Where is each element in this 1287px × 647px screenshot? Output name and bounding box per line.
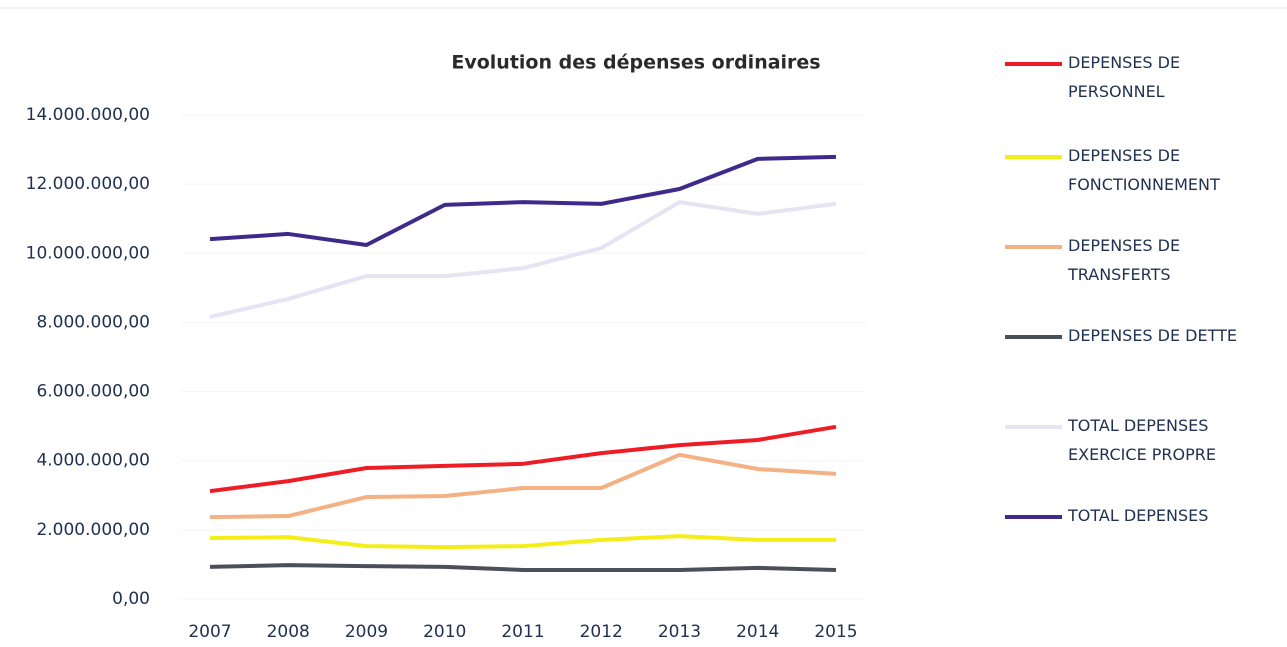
legend-label: TOTAL DEPENSES [1068, 506, 1209, 525]
legend-swatch [1005, 245, 1062, 249]
legend-label: DEPENSES DE DETTE [1068, 326, 1237, 345]
legend-swatch [1005, 62, 1062, 66]
series-line [209, 534, 836, 550]
x-tick-label: 2008 [267, 622, 310, 642]
legend-label: DEPENSES DE PERSONNEL [1068, 53, 1181, 101]
legend-swatch [1005, 515, 1062, 519]
legend-label: TOTAL DEPENSES EXERCICE PROPRE [1068, 416, 1216, 464]
x-tick-label: 2015 [814, 622, 857, 642]
x-tick-label: 2012 [580, 622, 623, 642]
y-tick-label: 10.000.000,00 [26, 243, 150, 263]
legend-item: DEPENSES DE PERSONNEL [1005, 52, 1275, 106]
x-tick-label: 2007 [188, 622, 231, 642]
x-tick-label: 2009 [345, 622, 388, 642]
series-line [209, 200, 837, 319]
x-tick-label: 2011 [501, 622, 544, 642]
legend-item: DEPENSES DE DETTE [1005, 325, 1275, 350]
x-tick-label: 2013 [658, 622, 701, 642]
series-line [209, 154, 837, 247]
series-line [209, 424, 837, 494]
y-tick-label: 14.000.000,00 [26, 105, 150, 125]
legend-label: DEPENSES DE TRANSFERTS [1068, 236, 1181, 284]
y-tick-label: 2.000.000,00 [36, 520, 150, 540]
legend-swatch [1005, 155, 1062, 159]
series-line [209, 563, 837, 572]
chart-title: Evolution des dépenses ordinaires [451, 52, 820, 74]
legend-item: DEPENSES DE FONCTIONNEMENT [1005, 145, 1275, 199]
legend-swatch [1005, 425, 1062, 429]
y-tick-label: 0,00 [112, 589, 150, 609]
legend-item: DEPENSES DE TRANSFERTS [1005, 235, 1275, 289]
y-tick-label: 6.000.000,00 [36, 382, 150, 402]
y-tick-label: 8.000.000,00 [36, 312, 150, 332]
legend-swatch [1005, 335, 1062, 339]
legend-item: TOTAL DEPENSES [1005, 505, 1275, 530]
legend-item: TOTAL DEPENSES EXERCICE PROPRE [1005, 415, 1275, 469]
x-tick-label: 2014 [736, 622, 779, 642]
legend-label: DEPENSES DE FONCTIONNEMENT [1068, 146, 1220, 194]
y-tick-label: 4.000.000,00 [36, 451, 150, 471]
y-tick-label: 12.000.000,00 [26, 174, 150, 194]
x-tick-label: 2010 [423, 622, 466, 642]
series-line [209, 452, 837, 520]
